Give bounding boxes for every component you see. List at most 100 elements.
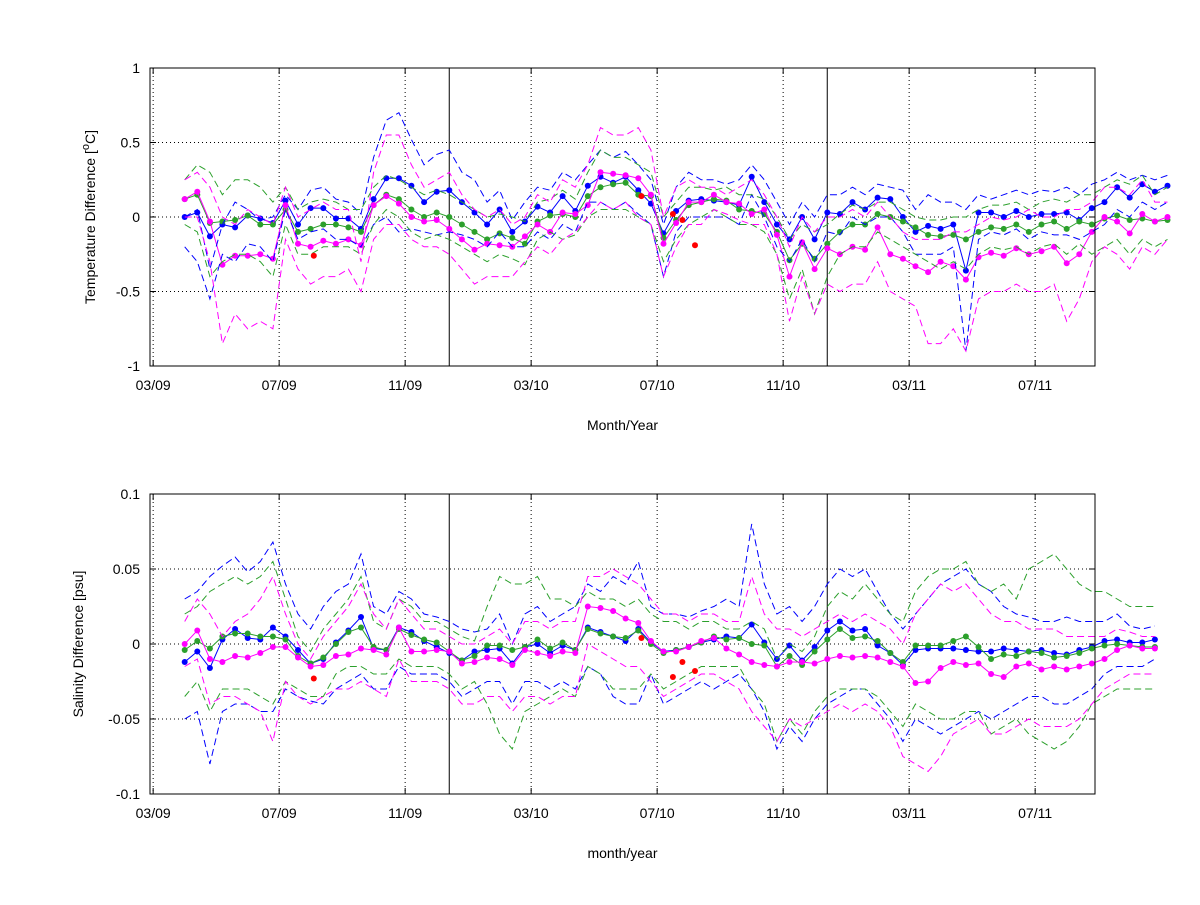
temperature-series-2-point-62 xyxy=(962,276,969,283)
temperature-series-2-point-27 xyxy=(521,233,528,240)
salinity-series-4-envelope xyxy=(184,658,1156,765)
salinity-series-2-point-9 xyxy=(295,654,301,661)
salinity-series-1-point-43 xyxy=(723,636,730,643)
temperature-series-1-point-69 xyxy=(1051,218,1058,225)
salinity-series-1-point-19 xyxy=(421,636,428,643)
temperature-series-0-point-69 xyxy=(1051,211,1058,217)
salinity-series-1-point-44 xyxy=(736,635,743,641)
salinity-series-1-point-53 xyxy=(849,635,856,641)
temperature-series-0-point-19 xyxy=(421,199,428,206)
salinity-series-1-point-51 xyxy=(824,636,831,643)
salinity-series-1-point-23 xyxy=(471,653,478,659)
temperature-series-1-point-35 xyxy=(622,179,629,186)
salinity-series-2-point-50 xyxy=(811,660,818,667)
salinity-series-1-point-48 xyxy=(786,653,793,659)
temperature-series-2-point-58 xyxy=(912,263,919,270)
salinity-series-1-point-59 xyxy=(925,642,932,649)
temperature-series-1-point-21 xyxy=(446,214,453,220)
temperature-series-2-point-49 xyxy=(799,239,806,246)
temperature-series-0-point-36 xyxy=(635,187,642,194)
temperature-red-point-2 xyxy=(669,211,676,217)
salinity-series-2-point-54 xyxy=(862,653,869,659)
temperature-series-0-point-15 xyxy=(370,196,377,203)
salinity-series-2-point-43 xyxy=(723,645,730,652)
temperature-xtick-label-5: 11/10 xyxy=(766,377,800,393)
temperature-series-2-point-23 xyxy=(471,246,478,253)
salinity-series-1-point-29 xyxy=(547,645,554,652)
temperature-red-point-3 xyxy=(679,217,686,223)
salinity-red-point-2 xyxy=(669,674,676,680)
salinity-series-2-point-0 xyxy=(181,641,188,647)
temperature-series-1-point-59 xyxy=(925,231,932,238)
salinity-series-2-point-15 xyxy=(370,647,377,653)
temperature-series-1-point-11 xyxy=(320,221,327,228)
salinity-series-0-point-51 xyxy=(824,627,831,634)
salinity-series-1-point-52 xyxy=(836,626,843,632)
salinity-series-2-point-70 xyxy=(1063,666,1070,673)
salinity-series-1-point-11 xyxy=(320,654,327,661)
temperature-series-0-point-30 xyxy=(559,193,566,200)
salinity-series-0-point-61 xyxy=(950,645,957,652)
salinity-series-2-point-20 xyxy=(433,647,440,653)
temperature-series-2-point-64 xyxy=(988,249,995,256)
salinity-series-2-point-16 xyxy=(383,651,390,658)
temperature-series-1-point-53 xyxy=(849,221,856,228)
salinity-series-2-point-42 xyxy=(710,635,717,641)
temperature-series-1-point-12 xyxy=(332,221,339,228)
temperature-series-1-point-33 xyxy=(597,184,604,191)
temperature-series-2-point-4 xyxy=(232,252,239,259)
temperature-panel: 03/09 07/09 11/09 03/10 07/10 11/10 03/11 07/11… xyxy=(80,60,1171,433)
salinity-xtick-label-5: 11/10 xyxy=(766,805,800,821)
temperature-series-2-point-22 xyxy=(458,236,465,243)
salinity-series-0-point-62 xyxy=(962,647,969,653)
salinity-series-2-point-71 xyxy=(1076,663,1083,670)
temperature-series-0-point-24 xyxy=(484,221,491,228)
salinity-red-point-1 xyxy=(638,635,645,641)
temperature-xtick-label-1: 07/09 xyxy=(262,377,297,393)
temperature-series-2-point-47 xyxy=(773,231,780,238)
salinity-series-2-point-29 xyxy=(547,653,554,659)
temperature-series-2-point-72 xyxy=(1088,228,1095,235)
salinity-series-2-point-58 xyxy=(912,680,919,686)
temperature-series-1-point-18 xyxy=(408,206,415,213)
temperature-series-2-point-5 xyxy=(244,252,251,259)
temperature-series-2-point-60 xyxy=(937,258,944,265)
salinity-series-2-point-67 xyxy=(1025,660,1032,667)
temperature-series-2-point-1 xyxy=(194,188,201,195)
salinity-series-0-point-77 xyxy=(1151,636,1158,643)
temperature-series-2-point-9 xyxy=(295,240,301,247)
salinity-series-2-point-19 xyxy=(421,648,428,655)
temperature-series-0-point-18 xyxy=(408,182,415,189)
salinity-series-1-point-67 xyxy=(1025,648,1032,655)
salinity-series-2-point-14 xyxy=(358,645,364,652)
salinity-series-0-point-48 xyxy=(786,642,793,649)
temperature-series-0-point-56 xyxy=(887,196,894,203)
temperature-series-1-point-19 xyxy=(421,214,428,220)
temperature-series-0-point-70 xyxy=(1063,209,1070,216)
salinity-series-0-point-73 xyxy=(1101,638,1108,644)
temperature-series-2-point-0 xyxy=(181,196,188,203)
temperature-xtick-label-4: 07/10 xyxy=(640,377,675,393)
temperature-series-1-point-9 xyxy=(295,228,301,235)
temperature-series-0-point-73 xyxy=(1101,199,1108,206)
salinity-series-3-envelope xyxy=(184,523,1156,646)
salinity-red-point-3 xyxy=(679,659,686,665)
salinity-series-1-point-12 xyxy=(332,641,339,647)
temperature-series-0-point-51 xyxy=(824,209,831,216)
salinity-series-0-point-24 xyxy=(484,647,491,653)
salinity-series-2-point-44 xyxy=(736,651,743,658)
salinity-series-2-point-33 xyxy=(597,605,604,611)
salinity-series-1-point-56 xyxy=(887,650,894,656)
temperature-series-1-point-26 xyxy=(509,234,516,241)
salinity-series-1-point-0 xyxy=(181,647,188,653)
salinity-series-1-point-4 xyxy=(232,630,239,637)
temperature-series-0-point-1 xyxy=(194,209,201,216)
salinity-series-2-point-21 xyxy=(446,648,453,655)
salinity-series-2-point-18 xyxy=(408,648,415,655)
temperature-series-0-point-57 xyxy=(899,214,906,220)
salinity-series-1-point-54 xyxy=(862,633,869,640)
salinity-series-2-point-22 xyxy=(458,660,465,667)
temperature-series-1-point-57 xyxy=(899,218,906,225)
temperature-red-point-1 xyxy=(638,193,645,200)
